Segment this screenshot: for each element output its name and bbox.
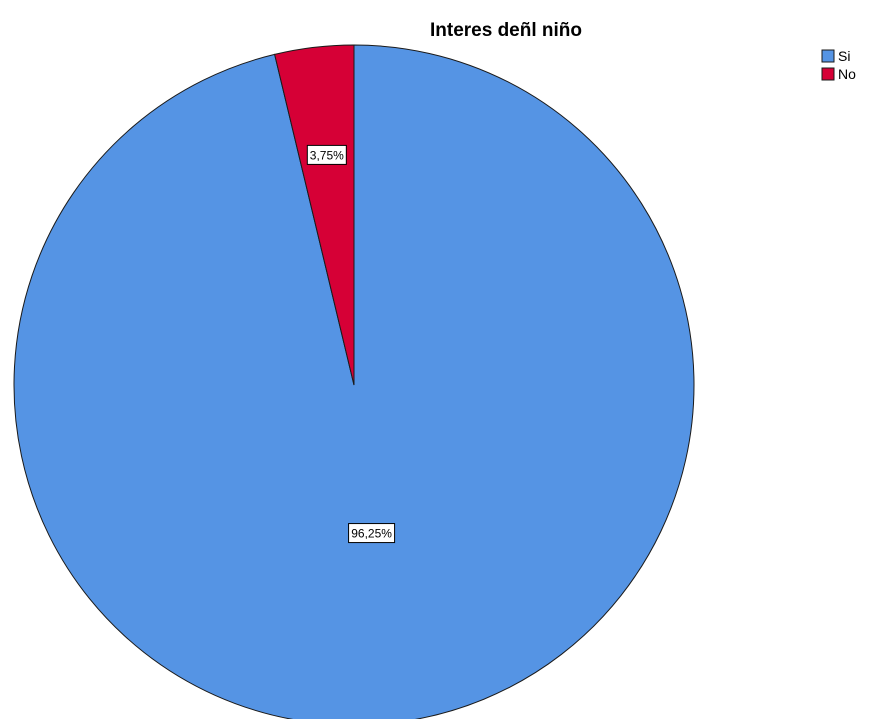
legend: Si No [821,48,856,82]
slice-label-no: 3,75% [306,144,347,165]
pie-slice-no [274,44,355,386]
legend-label-si: Si [838,48,850,64]
legend-swatch-si [821,49,835,63]
slice-label-box [306,144,347,165]
legend-swatch-no [821,67,835,81]
slice-label-box [348,523,396,544]
chart-title: Interes deñl niño [430,20,582,41]
pie-slices [13,44,695,719]
slice-label-text: 96,25% [351,527,392,541]
slice-label-si: 96,25% [348,523,396,544]
slice-labels: 96,25% 3,75% [306,144,396,544]
legend-label-no: No [838,66,856,82]
slice-label-text: 3,75% [310,148,344,162]
